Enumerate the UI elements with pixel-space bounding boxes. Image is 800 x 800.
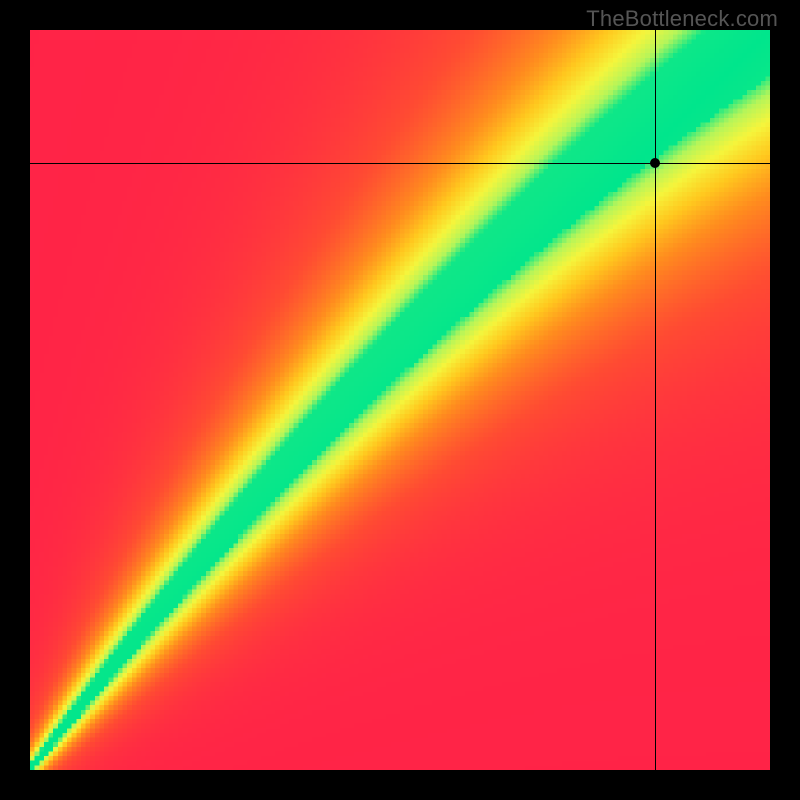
watermark: TheBottleneck.com	[586, 6, 778, 32]
crosshair-vertical	[655, 30, 656, 770]
intersection-marker	[650, 158, 660, 168]
heatmap-plot	[30, 30, 770, 770]
heatmap-canvas	[30, 30, 770, 770]
